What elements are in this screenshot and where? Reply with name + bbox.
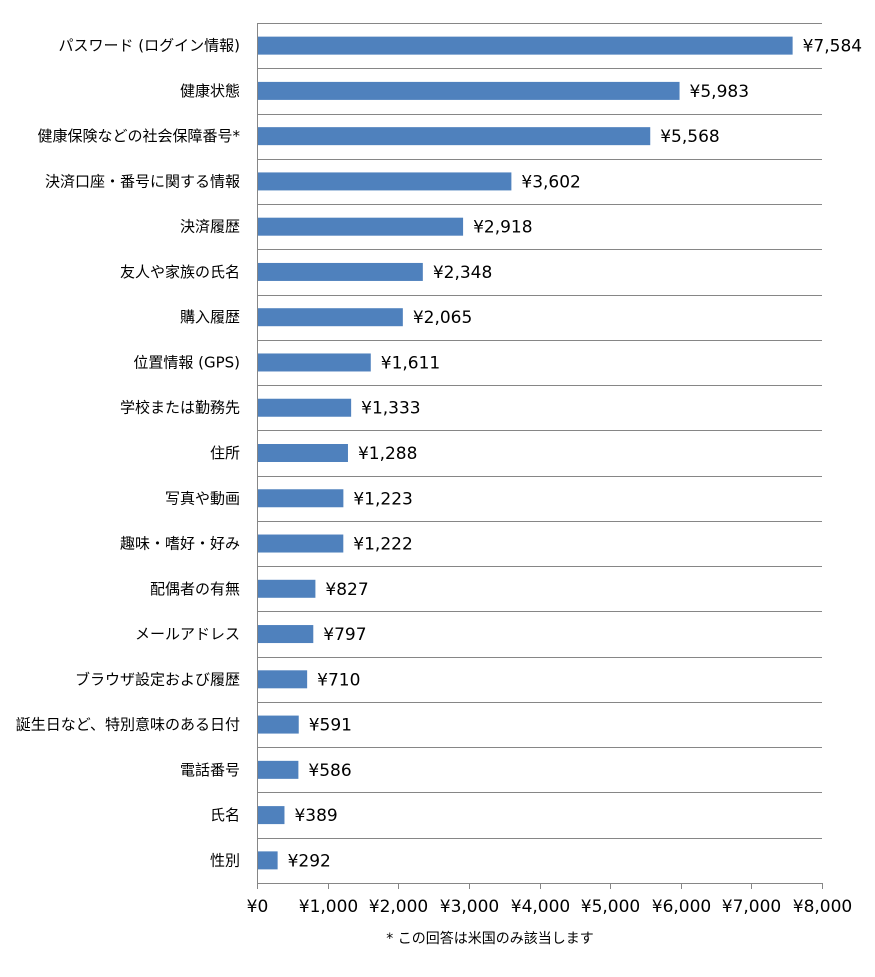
footnote: * この回答は米国のみ該当します: [386, 931, 594, 947]
x-tick-label: ¥5,000: [581, 897, 640, 917]
bar: [257, 579, 316, 598]
value-label: ¥591: [309, 716, 352, 736]
bar: [257, 444, 348, 462]
value-label: ¥3,602: [521, 172, 580, 192]
value-label: ¥797: [323, 625, 366, 645]
value-label: ¥1,288: [358, 444, 417, 464]
category-label: 誕生日など、特別意味のある日付: [16, 716, 240, 734]
bar: [257, 353, 371, 372]
category-label: 電話番号: [180, 761, 240, 779]
value-label: ¥827: [325, 580, 368, 600]
bar: [257, 760, 299, 779]
value-label: ¥1,222: [353, 535, 412, 555]
category-label: メールアドレス: [135, 625, 240, 643]
category-label: 写真や動画: [165, 489, 240, 507]
category-label: 性別: [210, 851, 240, 869]
value-labels: ¥7,584 ¥5,983 ¥5,568 ¥3,602 ¥2,918 ¥2,348 ¥2,0…: [288, 37, 862, 872]
bar: [257, 81, 680, 100]
bar: [257, 262, 423, 281]
x-tick-label: ¥8,000: [793, 897, 852, 917]
value-label: ¥710: [317, 670, 360, 690]
bar: [257, 127, 651, 146]
category-label: 決済履歴: [180, 218, 240, 236]
value-label: ¥586: [308, 761, 351, 781]
value-label: ¥2,348: [433, 263, 492, 283]
category-label: 決済口座・番号に関する情報: [45, 172, 240, 190]
x-tick-label: ¥1,000: [299, 897, 358, 917]
bar: [257, 806, 285, 825]
category-label: 氏名: [210, 806, 240, 824]
value-label: ¥292: [288, 851, 331, 871]
bar: [257, 534, 344, 553]
x-axis: ¥0 ¥1,000 ¥2,000 ¥3,000 ¥4,000 ¥5,000 ¥6,000 ¥7…: [247, 23, 852, 917]
category-label: 友人や家族の氏名: [120, 263, 240, 281]
category-label: 位置情報 (GPS): [133, 353, 240, 371]
bars: [257, 36, 793, 870]
bar: [257, 36, 793, 55]
value-label: ¥389: [294, 806, 337, 826]
bar: [257, 398, 352, 417]
value-label: ¥2,065: [413, 308, 472, 328]
category-label: 健康保険などの社会保障番号*: [37, 127, 240, 145]
bar: [257, 308, 403, 327]
x-tick-label: ¥0: [247, 897, 269, 917]
category-label: ブラウザ設定および履歴: [75, 670, 240, 688]
value-label: ¥5,568: [660, 127, 719, 147]
category-label: 健康状態: [180, 82, 240, 100]
value-label: ¥7,584: [803, 37, 862, 57]
x-tick-label: ¥6,000: [652, 897, 711, 917]
x-tick-label: ¥2,000: [369, 897, 428, 917]
value-label: ¥2,918: [473, 218, 532, 238]
bar: [257, 670, 308, 689]
value-label: ¥1,223: [353, 489, 412, 509]
bar: [257, 715, 299, 734]
value-label: ¥5,983: [690, 82, 749, 102]
value-label: ¥1,333: [361, 399, 420, 419]
x-tick-label: ¥4,000: [511, 897, 570, 917]
bar: [257, 217, 464, 236]
bar: [257, 625, 314, 644]
bar: [257, 489, 344, 508]
category-label: 趣味・嗜好・好み: [120, 535, 240, 553]
category-label: 配偶者の有無: [150, 580, 240, 598]
category-label: 学校または勤務先: [120, 399, 240, 417]
category-label: 購入履歴: [180, 308, 240, 326]
category-label: 住所: [210, 444, 240, 462]
x-tick-label: ¥3,000: [440, 897, 499, 917]
category-label: パスワード (ログイン情報): [59, 37, 240, 55]
value-label: ¥1,611: [381, 353, 440, 373]
bar: [257, 172, 512, 191]
x-tick-label: ¥7,000: [722, 897, 781, 917]
grid-lines: [257, 23, 822, 884]
bar: [257, 851, 278, 870]
